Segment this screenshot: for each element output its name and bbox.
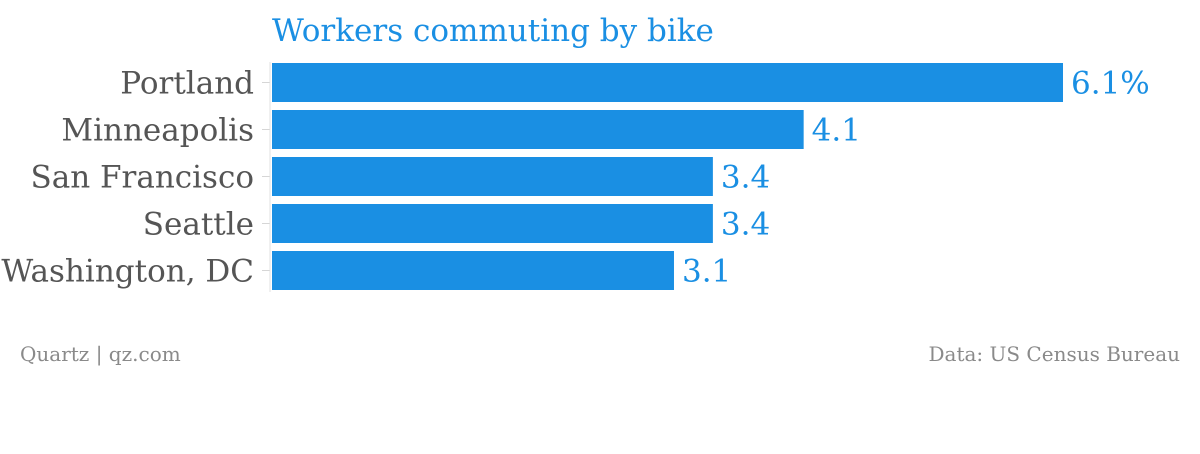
labels-group: Portland 6.1% Minneapolis 4.1 San Francisco 3…	[1, 66, 1149, 290]
value-label: 3.4	[721, 207, 770, 243]
chart-title: Workers commuting by bike	[272, 13, 714, 49]
value-label: 3.1	[682, 254, 731, 290]
bar-4	[272, 251, 674, 290]
category-label: San Francisco	[30, 160, 254, 196]
bar-3	[272, 204, 713, 243]
value-label: 3.4	[721, 160, 770, 196]
category-label: Seattle	[143, 207, 254, 243]
footer-source-right: Data: US Census Bureau	[929, 342, 1181, 366]
value-label: 6.1%	[1071, 66, 1150, 102]
value-label: 4.1	[812, 113, 861, 149]
bar-2	[272, 157, 713, 196]
category-label: Portland	[120, 66, 254, 102]
bars-group	[272, 63, 1063, 290]
bar-1	[272, 110, 804, 149]
category-label: Washington, DC	[1, 254, 254, 290]
category-label: Minneapolis	[61, 113, 254, 149]
footer-source-left: Quartz | qz.com	[20, 342, 181, 367]
bar-0	[272, 63, 1063, 102]
